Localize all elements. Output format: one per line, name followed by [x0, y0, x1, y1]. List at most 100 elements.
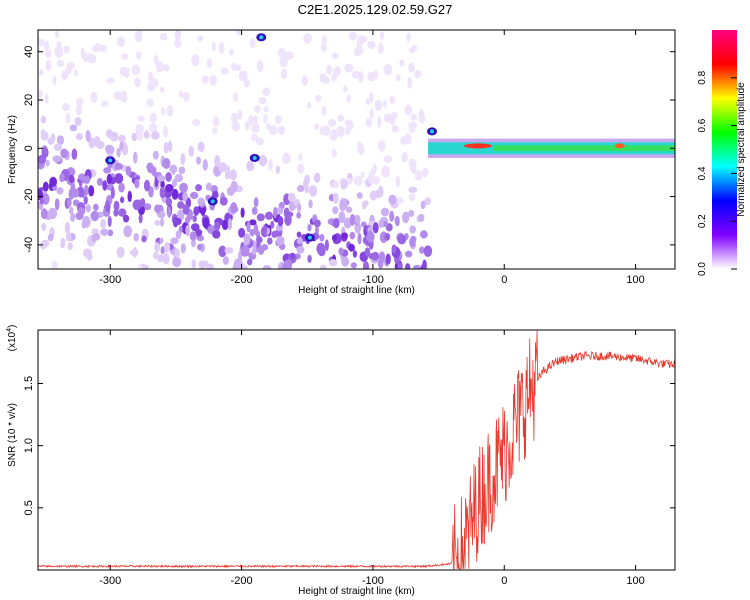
- noise-cell: [121, 53, 129, 60]
- noise-cell: [240, 248, 250, 257]
- noise-cell: [197, 35, 204, 42]
- noise-cell: [296, 231, 302, 238]
- noise-cell: [224, 169, 231, 180]
- noise-cell: [106, 77, 115, 84]
- noise-cell: [135, 123, 144, 134]
- noise-cell: [229, 48, 234, 56]
- noise-cell: [44, 93, 49, 104]
- colorbar-tick-label: 0.6: [697, 118, 708, 132]
- noise-cell: [205, 182, 213, 191]
- x-tick-label: -100: [362, 575, 384, 587]
- noise-cell: [408, 47, 416, 54]
- noise-cell: [167, 206, 172, 218]
- noise-cell: [349, 231, 356, 240]
- noise-cell: [129, 249, 139, 256]
- noise-cell: [314, 226, 320, 235]
- noise-cell: [85, 129, 91, 142]
- noise-cell: [296, 211, 302, 219]
- noise-cell: [352, 250, 358, 258]
- noise-cell: [138, 213, 143, 224]
- noise-cell: [38, 190, 44, 200]
- bright-spot-core: [108, 158, 113, 163]
- noise-cell: [331, 148, 337, 158]
- noise-cell: [321, 35, 327, 45]
- noise-cell: [53, 143, 63, 152]
- noise-cell: [238, 70, 248, 82]
- x-tick-label: -200: [231, 274, 253, 286]
- noise-cell: [180, 153, 186, 165]
- colorbar-tick-label: 0.4: [697, 166, 708, 180]
- noise-cell: [349, 31, 357, 41]
- y-tick-label: 1.0: [23, 438, 35, 453]
- noise-cell: [137, 30, 143, 39]
- carrier-peak: [463, 143, 492, 149]
- noise-cell: [422, 259, 427, 269]
- noise-cell: [196, 156, 202, 165]
- noise-cell: [409, 237, 416, 248]
- noise-cell: [297, 203, 302, 213]
- noise-cell: [391, 244, 397, 254]
- noise-cell: [319, 125, 325, 136]
- noise-cell: [408, 209, 415, 218]
- noise-cell: [422, 167, 429, 178]
- bright-spot-core: [430, 129, 435, 134]
- noise-cell: [160, 86, 165, 94]
- noise-cell: [263, 114, 268, 124]
- colorbar-tick-label: 0.8: [697, 70, 708, 84]
- noise-cell: [118, 134, 126, 143]
- x-tick-label: -300: [99, 575, 121, 587]
- noise-cell: [137, 263, 143, 269]
- noise-cell: [56, 59, 65, 67]
- noise-cell: [257, 245, 265, 255]
- noise-cell: [137, 115, 146, 122]
- noise-cell: [246, 160, 255, 172]
- noise-cell: [336, 125, 345, 138]
- noise-cell: [105, 144, 115, 155]
- noise-cell: [377, 116, 382, 128]
- noise-cell: [240, 207, 245, 218]
- noise-cell: [307, 223, 312, 232]
- noise-cell: [96, 177, 103, 186]
- noise-cell: [165, 172, 172, 182]
- noise-cell: [397, 234, 407, 245]
- noise-cell: [110, 187, 115, 199]
- noise-cell: [329, 129, 338, 142]
- noise-cell: [104, 200, 110, 212]
- noise-cell: [82, 216, 91, 228]
- noise-cell: [106, 173, 113, 185]
- noise-cell: [135, 51, 142, 60]
- noise-cell: [230, 180, 238, 193]
- noise-cell: [65, 112, 71, 124]
- noise-cell: [50, 133, 56, 144]
- noise-cell: [270, 220, 275, 229]
- noise-cell: [171, 188, 179, 200]
- noise-cell: [38, 39, 46, 47]
- noise-cell: [296, 237, 304, 245]
- noise-cell: [343, 85, 348, 93]
- noise-cell: [290, 252, 295, 259]
- noise-cell: [363, 261, 370, 269]
- noise-cell: [93, 136, 101, 147]
- noise-cell: [151, 131, 160, 140]
- noise-cell: [133, 77, 141, 88]
- noise-cell: [134, 178, 140, 189]
- noise-cell: [412, 264, 422, 269]
- noise-cell: [122, 214, 130, 223]
- x-axis-label: Height of straight line (km): [298, 586, 415, 597]
- noise-cell: [202, 217, 210, 229]
- noise-cell: [218, 42, 225, 54]
- colorbar-label: Normalized spectral amplitude: [736, 82, 747, 217]
- noise-cell: [40, 208, 48, 220]
- noise-cell: [307, 102, 312, 110]
- noise-cell: [136, 130, 144, 141]
- noise-cell: [189, 191, 199, 200]
- noise-cell: [304, 174, 310, 185]
- noise-cell: [82, 248, 92, 258]
- noise-cell: [348, 120, 354, 131]
- noise-cell: [262, 87, 271, 96]
- noise-cell: [121, 95, 128, 103]
- noise-cell: [405, 250, 413, 258]
- noise-cell: [169, 164, 178, 174]
- noise-cell: [315, 94, 322, 103]
- noise-cell: [113, 91, 123, 100]
